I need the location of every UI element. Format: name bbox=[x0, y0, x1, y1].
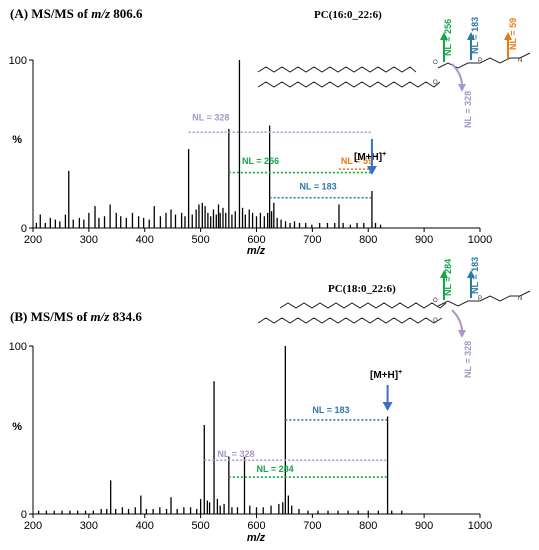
panel-a-lipid-name: PC(16:0_22:6) bbox=[314, 9, 382, 21]
panel-a-precursor-label: [M+H]+ bbox=[354, 151, 386, 163]
panel-a-title-mz: m/z bbox=[91, 6, 111, 21]
panel-b-structure-nl-284: NL = 284 bbox=[443, 259, 453, 296]
y-tick-label: 100 bbox=[9, 55, 27, 67]
panel-a-y-label: % bbox=[12, 134, 22, 146]
panel-b: (B) MS/MS of m/z 834.6 PC(18:0_22:6) % m… bbox=[9, 257, 531, 544]
panel-b-structure: O O P N bbox=[257, 290, 531, 324]
neutral-loss-label: NL = 183 bbox=[312, 405, 349, 415]
panel-b-precursor-charge: + bbox=[398, 369, 402, 376]
panel-a-atom-o-1: O bbox=[433, 60, 438, 66]
panel-a-chain-2 bbox=[257, 81, 441, 88]
x-tick-label: 200 bbox=[24, 520, 42, 532]
neutral-loss-label: NL = 256 bbox=[242, 156, 279, 166]
panel-b-backbone bbox=[437, 290, 531, 307]
x-tick-label: 1000 bbox=[468, 234, 492, 246]
panel-b-atom-o-2: O bbox=[433, 318, 438, 324]
panel-b-title-prefix: (B) MS/MS of bbox=[10, 309, 91, 324]
panel-b-structure-nl-183: NL = 183 bbox=[470, 257, 480, 294]
x-tick-label: 400 bbox=[136, 520, 154, 532]
panel-b-y-ticks: 0 100 bbox=[9, 341, 33, 521]
x-tick-label: 800 bbox=[359, 234, 377, 246]
panel-b-peaks bbox=[37, 346, 403, 514]
x-tick-label: 1000 bbox=[468, 520, 492, 532]
neutral-loss-label: NL = 328 bbox=[192, 112, 229, 122]
panel-a-title-prefix: (A) MS/MS of bbox=[10, 6, 91, 21]
panel-a-x-ticks: 200 300 400 500 600 700 800 900 1000 bbox=[24, 228, 492, 246]
panel-a-neutral-losses: NL = 328 NL = 256 NL = 59 NL = 183 bbox=[188, 112, 373, 199]
y-tick-label: 0 bbox=[21, 223, 27, 235]
neutral-loss-label: NL = 59 bbox=[341, 156, 373, 166]
panel-b-precursor-arrow bbox=[382, 385, 393, 411]
panel-a-structure-nl-59: NL = 59 bbox=[508, 18, 518, 50]
panel-a-structure-nl-256: NL = 256 bbox=[443, 19, 453, 56]
neutral-loss-label: NL = 328 bbox=[217, 449, 254, 459]
panel-a-precursor-text: [M+H] bbox=[354, 152, 382, 163]
panel-b-chain-1 bbox=[279, 302, 447, 309]
x-tick-label: 500 bbox=[191, 234, 209, 246]
panel-b-lipid-name: PC(18:0_22:6) bbox=[328, 283, 396, 295]
x-tick-label: 700 bbox=[303, 520, 321, 532]
panel-b-atom-o-1: O bbox=[433, 298, 438, 304]
panel-b-x-label: m/z bbox=[247, 532, 266, 544]
panel-a-structure-nl-183: NL = 183 bbox=[470, 17, 480, 54]
x-tick-label: 300 bbox=[80, 520, 98, 532]
panel-b-precursor-text: [M+H] bbox=[370, 370, 398, 381]
panel-b-precursor-label: [M+H]+ bbox=[370, 369, 402, 381]
neutral-loss-label: NL = 183 bbox=[300, 181, 337, 191]
panel-b-atom-n: N bbox=[518, 296, 522, 302]
neutral-loss-label: NL = 284 bbox=[257, 464, 294, 474]
x-tick-label: 600 bbox=[247, 234, 265, 246]
panel-a-peaks bbox=[35, 60, 382, 228]
panel-b-title: (B) MS/MS of m/z 834.6 bbox=[10, 309, 142, 324]
panel-a-atom-p: P bbox=[478, 58, 482, 64]
y-tick-label: 0 bbox=[21, 509, 27, 521]
x-tick-label: 900 bbox=[415, 520, 433, 532]
panel-a-precursor-charge: + bbox=[382, 151, 386, 158]
panel-a-precursor-arrow bbox=[366, 139, 377, 175]
x-tick-label: 200 bbox=[24, 234, 42, 246]
panel-a-atom-n: N bbox=[518, 58, 522, 64]
panel-b-x-ticks: 200 300 400 500 600 700 800 900 1000 bbox=[24, 514, 492, 532]
panel-a-title: (A) MS/MS of m/z 806.6 bbox=[10, 6, 143, 21]
x-tick-label: 300 bbox=[80, 234, 98, 246]
panel-a-chain-1 bbox=[257, 66, 417, 73]
panel-b-structure-arrows bbox=[440, 270, 475, 338]
x-tick-label: 800 bbox=[359, 520, 377, 532]
x-tick-label: 400 bbox=[136, 234, 154, 246]
x-tick-label: 600 bbox=[247, 520, 265, 532]
panel-b-title-value: 834.6 bbox=[109, 309, 142, 324]
panel-b-chain-2 bbox=[257, 317, 443, 324]
panel-b-structure-nl-328: NL = 328 bbox=[463, 341, 473, 378]
x-tick-label: 700 bbox=[303, 234, 321, 246]
panel-b-title-mz: m/z bbox=[91, 309, 111, 324]
panel-a-structure-arrows bbox=[440, 32, 512, 92]
panel-a: (A) MS/MS of m/z 806.6 PC(16:0_22:6) % m… bbox=[9, 6, 531, 257]
panel-a-x-label: m/z bbox=[247, 245, 266, 257]
panel-b-y-label: % bbox=[12, 421, 22, 433]
x-tick-label: 900 bbox=[415, 234, 433, 246]
panel-b-atom-p: P bbox=[478, 296, 482, 302]
panel-a-atom-o-2: O bbox=[433, 80, 438, 86]
x-tick-label: 500 bbox=[191, 520, 209, 532]
y-tick-label: 100 bbox=[9, 341, 27, 353]
panel-a-title-value: 806.6 bbox=[110, 6, 143, 21]
panel-a-y-ticks: 0 100 bbox=[9, 55, 33, 235]
panel-a-structure-nl-328: NL = 328 bbox=[463, 91, 473, 128]
